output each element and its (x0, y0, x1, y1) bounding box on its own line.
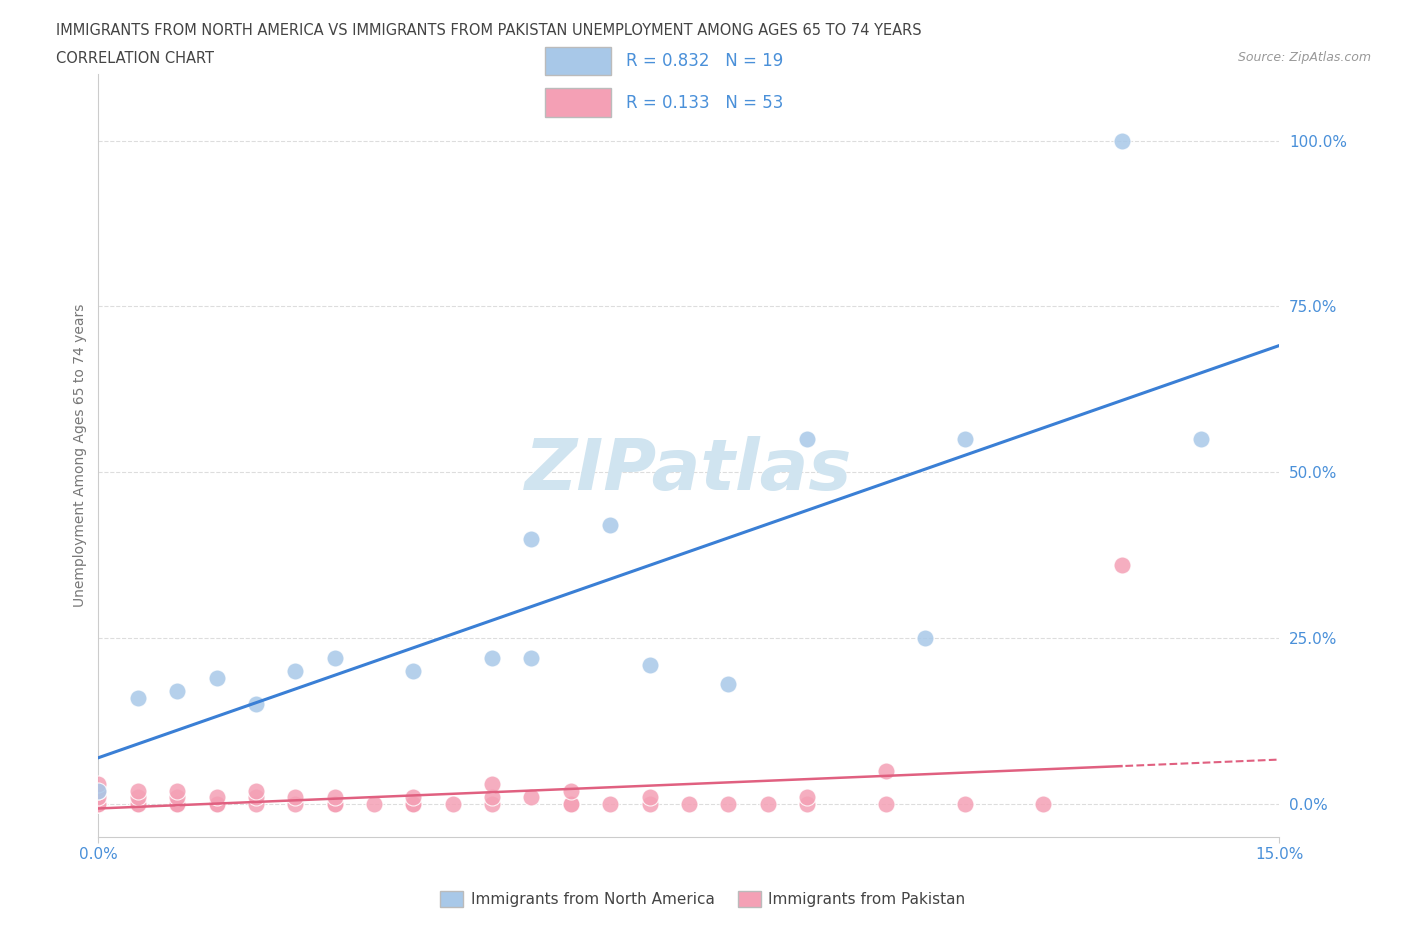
Point (87, 796, 110, 811)
Point (87, 796, 110, 811)
Point (402, 790, 425, 804)
Point (875, 796, 897, 811)
Point (520, 790, 543, 804)
Point (638, 790, 661, 804)
FancyBboxPatch shape (546, 88, 612, 117)
Point (87, 796, 110, 811)
Point (796, 432, 818, 446)
Point (323, 796, 346, 811)
Point (284, 664, 307, 679)
Point (166, 796, 188, 811)
Point (481, 777, 503, 791)
Point (205, 790, 228, 804)
Point (481, 796, 503, 811)
Point (796, 796, 818, 811)
Point (245, 790, 267, 804)
Point (245, 697, 267, 711)
Point (205, 796, 228, 811)
Point (638, 658, 661, 672)
Point (638, 796, 661, 811)
Point (441, 796, 464, 811)
Point (127, 790, 149, 804)
Point (717, 796, 740, 811)
Text: Source: ZipAtlas.com: Source: ZipAtlas.com (1237, 51, 1371, 64)
Text: R = 0.832   N = 19: R = 0.832 N = 19 (626, 52, 783, 70)
Point (402, 664, 425, 679)
Point (599, 518, 621, 533)
Point (875, 764, 897, 778)
Point (717, 677, 740, 692)
Point (166, 790, 188, 804)
Point (284, 790, 307, 804)
Point (402, 796, 425, 811)
Point (323, 790, 346, 804)
Text: IMMIGRANTS FROM NORTH AMERICA VS IMMIGRANTS FROM PAKISTAN UNEMPLOYMENT AMONG AGE: IMMIGRANTS FROM NORTH AMERICA VS IMMIGRA… (56, 23, 922, 38)
Point (560, 783, 582, 798)
Point (166, 796, 188, 811)
Point (127, 690, 149, 705)
Point (1189, 432, 1212, 446)
Point (205, 796, 228, 811)
Point (796, 790, 818, 804)
Point (560, 796, 582, 811)
Point (284, 796, 307, 811)
Point (1111, 133, 1133, 148)
Point (127, 796, 149, 811)
Point (323, 650, 346, 665)
Point (323, 796, 346, 811)
Point (402, 796, 425, 811)
Point (678, 796, 700, 811)
Point (914, 631, 936, 645)
Point (520, 531, 543, 546)
Point (87, 790, 110, 804)
Point (953, 796, 976, 811)
Point (481, 790, 503, 804)
Point (166, 684, 188, 698)
FancyBboxPatch shape (546, 46, 612, 75)
Point (245, 783, 267, 798)
Point (560, 796, 582, 811)
Point (87, 777, 110, 791)
Text: R = 0.133   N = 53: R = 0.133 N = 53 (626, 94, 783, 112)
Legend: Immigrants from North America, Immigrants from Pakistan: Immigrants from North America, Immigrant… (434, 884, 972, 913)
Point (87, 783, 110, 798)
Text: CORRELATION CHART: CORRELATION CHART (56, 51, 214, 66)
Point (323, 796, 346, 811)
Point (127, 783, 149, 798)
Point (402, 796, 425, 811)
Point (205, 671, 228, 685)
Point (1032, 796, 1054, 811)
Point (363, 796, 385, 811)
Point (166, 783, 188, 798)
Point (953, 432, 976, 446)
Point (245, 796, 267, 811)
Point (166, 796, 188, 811)
Text: ZIPatlas: ZIPatlas (526, 436, 852, 505)
Y-axis label: Unemployment Among Ages 65 to 74 years: Unemployment Among Ages 65 to 74 years (73, 304, 87, 607)
Point (127, 796, 149, 811)
Point (87, 783, 110, 798)
Point (520, 650, 543, 665)
Point (481, 650, 503, 665)
Point (599, 796, 621, 811)
Point (756, 796, 779, 811)
Point (1111, 558, 1133, 573)
